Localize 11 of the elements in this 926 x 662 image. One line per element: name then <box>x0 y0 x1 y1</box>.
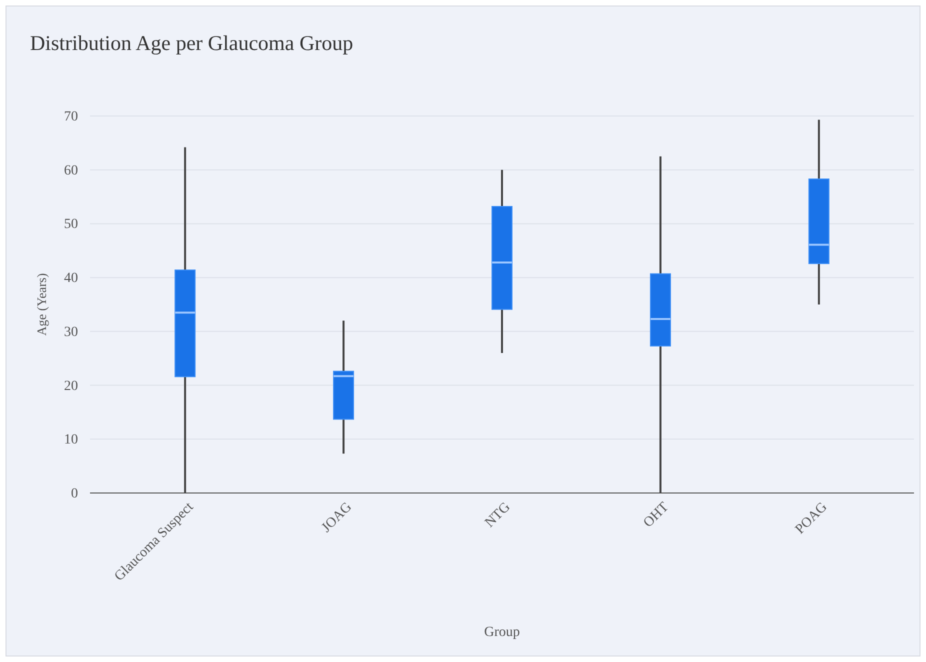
y-tick-label: 30 <box>64 324 78 340</box>
y-tick-label: 40 <box>64 271 78 286</box>
y-tick-label: 10 <box>64 432 78 448</box>
y-tick-label: 20 <box>64 378 78 394</box>
y-tick-label: 60 <box>64 163 78 178</box>
chart-title: Distribution Age per Glaucoma Group <box>30 31 354 55</box>
y-tick-label: 70 <box>64 109 78 124</box>
x-axis-title: Group <box>484 625 520 640</box>
y-tick-label: 50 <box>64 217 78 232</box>
y-axis-title: Age (Years) <box>34 273 49 336</box>
y-tick-label: 0 <box>71 486 78 502</box>
